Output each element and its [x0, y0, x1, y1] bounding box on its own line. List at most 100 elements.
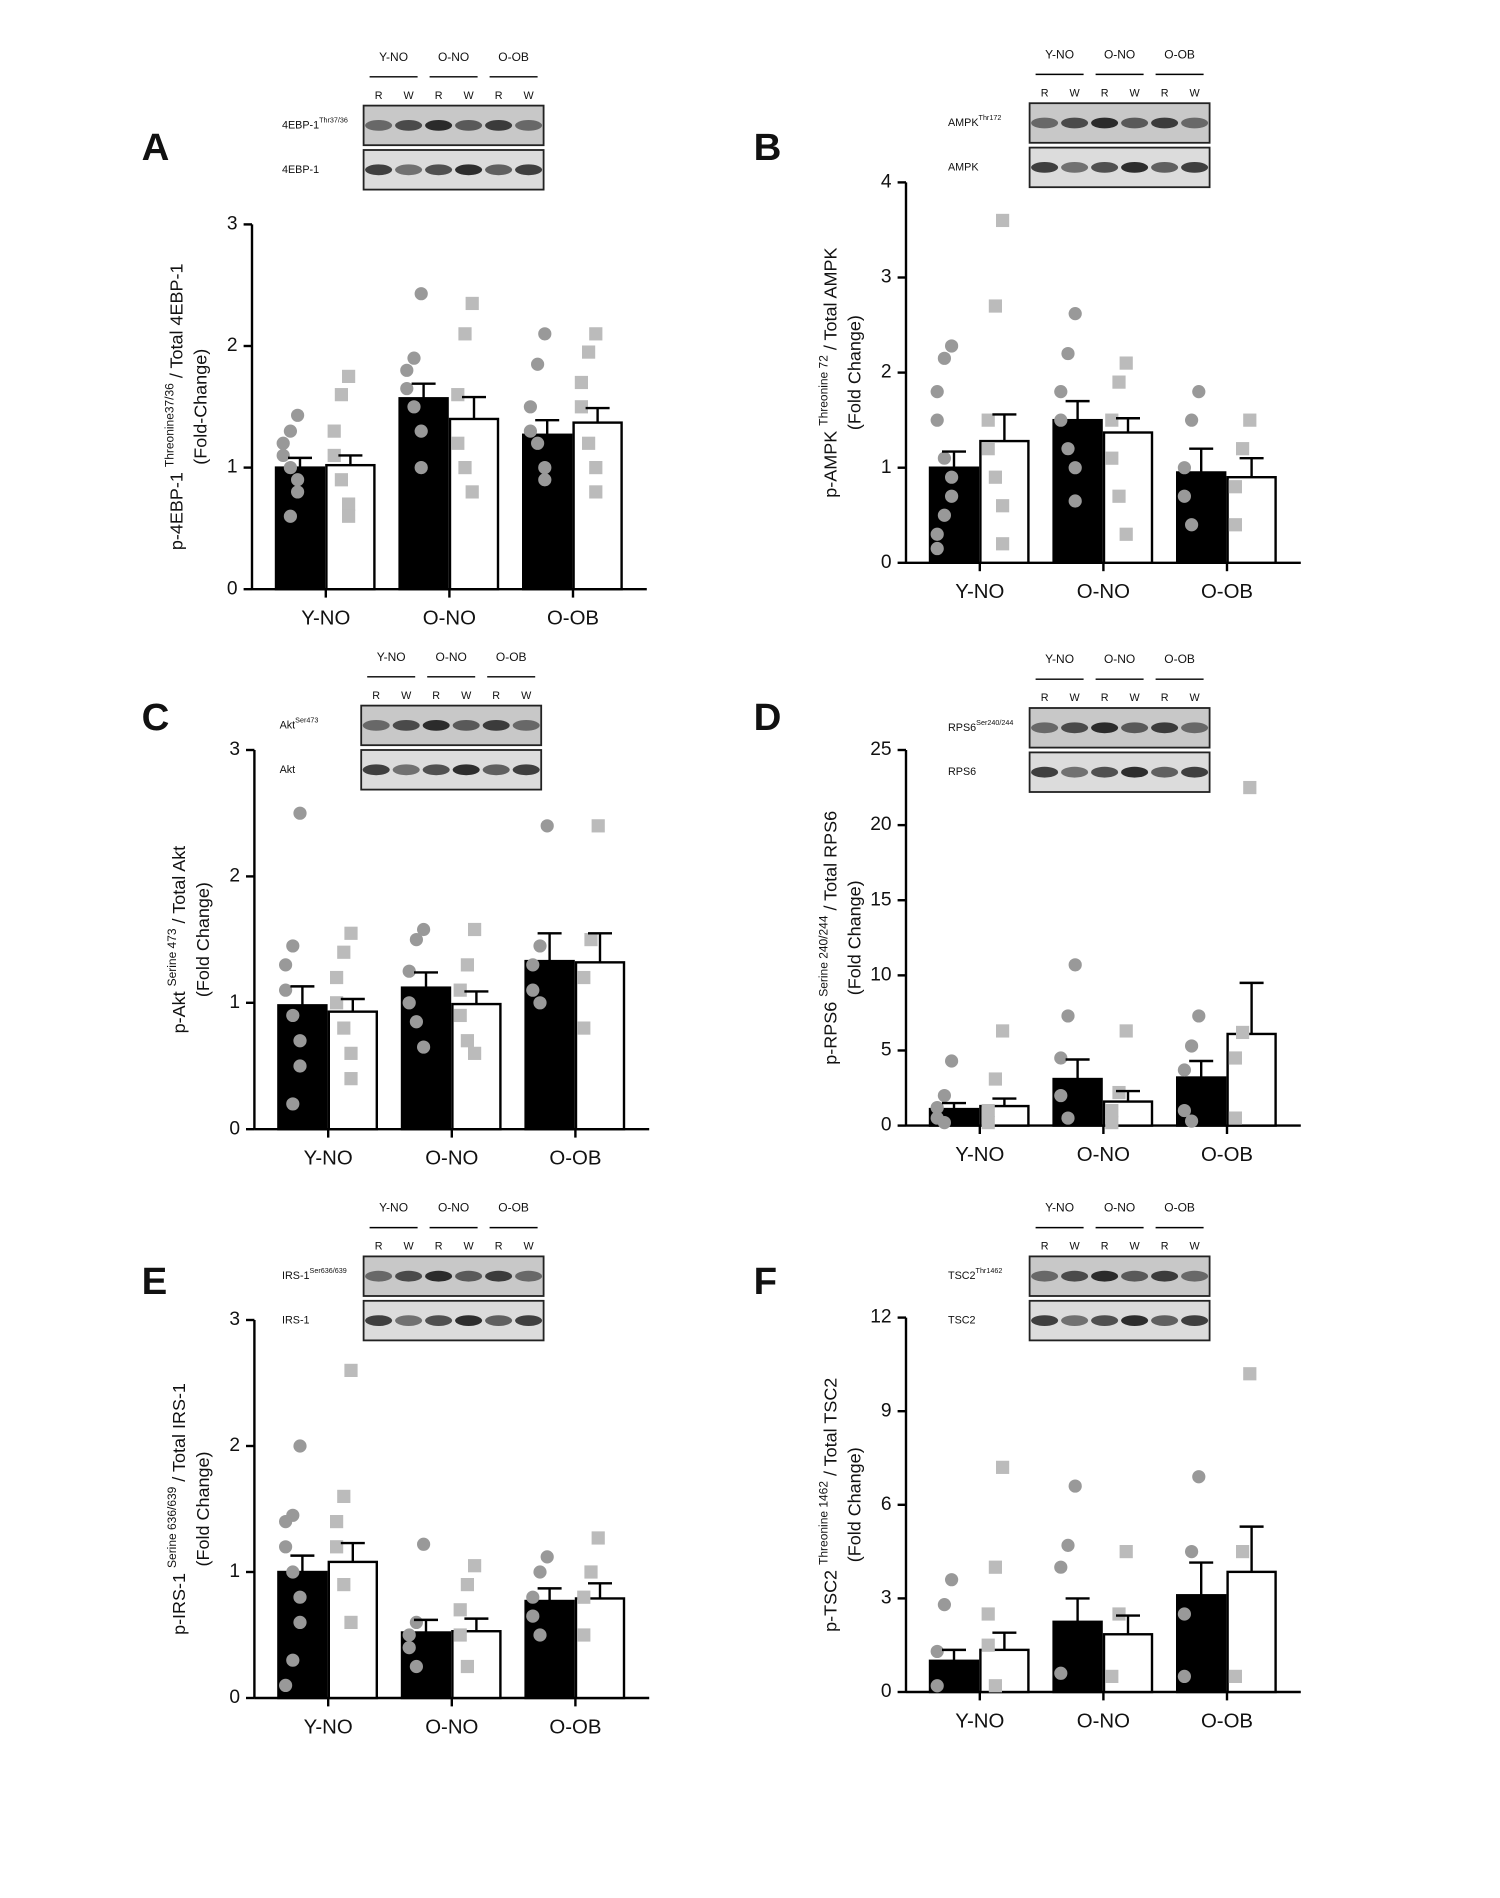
- blot-band: [1091, 722, 1119, 734]
- blot-band: [1121, 161, 1149, 173]
- blot-lane-label: R: [1041, 692, 1049, 704]
- blot-band: [1061, 117, 1089, 129]
- data-point: [1192, 385, 1206, 399]
- y-axis-label-part: / Total 4EBP-1: [166, 264, 186, 384]
- blot-protein-label: AMPKThr172: [948, 113, 1001, 128]
- blot-group-label: O-OB: [496, 650, 527, 664]
- data-point: [1177, 1669, 1191, 1683]
- blot-lane-label: R: [1041, 1241, 1049, 1253]
- blot-band: [422, 719, 450, 731]
- data-point: [1184, 1039, 1199, 1053]
- y-axis-label-part: p-Akt: [169, 986, 189, 1033]
- data-point: [293, 1439, 307, 1453]
- data-point: [533, 996, 547, 1010]
- data-point: [291, 485, 305, 499]
- blot-lane-label: W: [461, 690, 472, 702]
- blot-lane-label: R: [492, 690, 500, 702]
- blot-lane-label: W: [464, 1241, 475, 1253]
- blot-lane-label: W: [524, 90, 535, 102]
- data-point: [526, 1590, 540, 1604]
- blot-band: [1031, 1315, 1059, 1326]
- data-point: [286, 1097, 300, 1111]
- data-point: [286, 1653, 300, 1667]
- data-point: [453, 1008, 467, 1023]
- blot-lane-label: W: [1130, 692, 1141, 704]
- blot-protein-label: 4EBP-1: [282, 164, 319, 176]
- data-point: [1105, 413, 1119, 427]
- blot-protein-label-part: Thr172: [979, 113, 1002, 122]
- blot-lane-label: W: [1130, 87, 1141, 99]
- blot-band: [1181, 766, 1209, 778]
- bar: [1175, 1076, 1227, 1127]
- data-point: [584, 932, 598, 947]
- y-axis-label-part: p-4EBP-1: [166, 467, 186, 550]
- blot-band: [515, 119, 543, 131]
- data-point: [538, 473, 552, 487]
- blot-band: [1061, 1315, 1089, 1326]
- data-point: [1054, 1088, 1068, 1103]
- data-point: [400, 381, 414, 396]
- x-tick-label: O-OB: [549, 1148, 601, 1170]
- data-point: [279, 1540, 293, 1554]
- blot-group-label: O-NO: [438, 1201, 469, 1215]
- data-point: [1112, 489, 1126, 503]
- blot-protein-label-part: AMPK: [948, 161, 979, 173]
- bar: [574, 961, 626, 1131]
- data-point: [577, 1021, 591, 1035]
- data-point: [1243, 413, 1257, 427]
- data-point: [337, 1577, 351, 1592]
- blot-band: [1181, 161, 1209, 173]
- data-point: [414, 424, 428, 438]
- blot-group-label: Y-NO: [379, 1201, 408, 1215]
- y-axis-label-part: p-TSC2: [820, 1565, 840, 1632]
- data-point: [342, 509, 356, 523]
- data-point: [995, 537, 1010, 551]
- y-axis-label-part: p-RPS6: [820, 997, 840, 1065]
- blot-lane-label: R: [1101, 692, 1109, 704]
- blot-group-label: O-OB: [1164, 47, 1195, 61]
- bar: [1102, 1633, 1154, 1694]
- blot-group-label: O-NO: [438, 50, 469, 64]
- data-point: [334, 473, 349, 487]
- panel: Bp-AMPK Threonine 72 / Total AMPK(Fold C…: [754, 47, 1301, 603]
- bar: [574, 1597, 626, 1700]
- data-point: [279, 983, 293, 997]
- blot-lane-label: R: [1161, 87, 1169, 99]
- y-axis-label-part: p-AMPK: [820, 426, 840, 498]
- data-point: [293, 1590, 307, 1604]
- data-point: [526, 1609, 540, 1623]
- data-point: [1235, 442, 1250, 456]
- blot-lane-label: R: [1101, 1241, 1109, 1253]
- panel: Ep-IRS-1 Serine 636/639 / Total IRS-1(Fo…: [142, 1201, 650, 1738]
- data-point: [937, 1598, 951, 1612]
- x-tick-label: Y-NO: [301, 608, 350, 630]
- data-point: [1112, 375, 1126, 389]
- blot-lane-label: R: [1161, 692, 1169, 704]
- x-tick-label: Y-NO: [955, 581, 1004, 603]
- blot-protein-label-part: Thr1462: [976, 1267, 1003, 1276]
- blot-band: [455, 164, 483, 176]
- blot-row: [1028, 751, 1211, 793]
- data-point: [327, 424, 341, 438]
- data-point: [533, 1628, 547, 1642]
- blot-band: [1031, 1270, 1059, 1282]
- data-point: [995, 213, 1010, 228]
- data-point: [334, 388, 349, 402]
- x-tick-label: Y-NO: [304, 1148, 353, 1170]
- blot-band: [365, 1270, 393, 1282]
- blot-band: [1181, 1315, 1209, 1326]
- y-tick-label: 0: [229, 1687, 240, 1708]
- data-point: [276, 436, 290, 450]
- blot-band: [485, 119, 513, 131]
- blot-band: [392, 719, 420, 731]
- y-tick-label: 15: [870, 889, 891, 910]
- data-point: [330, 1540, 344, 1554]
- y-axis-label-part: Threonine 1462: [817, 1481, 831, 1565]
- blot-band: [392, 764, 420, 776]
- data-point: [1054, 1560, 1068, 1574]
- data-point: [344, 1046, 358, 1060]
- y-axis-label-part: / Total IRS-1: [169, 1383, 189, 1487]
- y-axis-label: p-Akt Serine 473 / Total Akt: [165, 846, 189, 1034]
- data-point: [988, 299, 1002, 313]
- y-tick-label: 3: [881, 267, 892, 288]
